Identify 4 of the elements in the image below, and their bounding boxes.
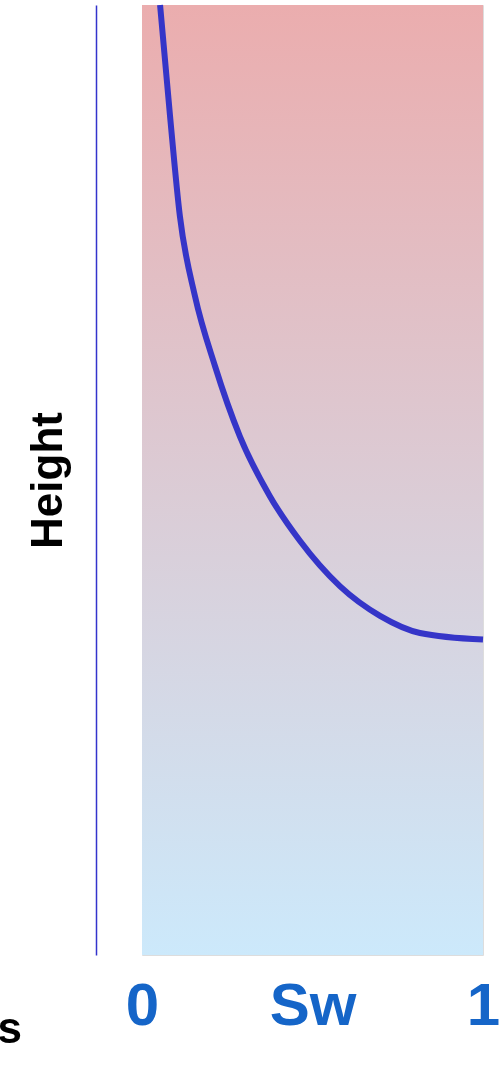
- x-tick-label: 1: [466, 970, 501, 1038]
- x-tick-label: Sw: [269, 970, 357, 1038]
- y-axis-title: Height: [21, 411, 71, 549]
- x-tick-label: 0: [125, 970, 160, 1038]
